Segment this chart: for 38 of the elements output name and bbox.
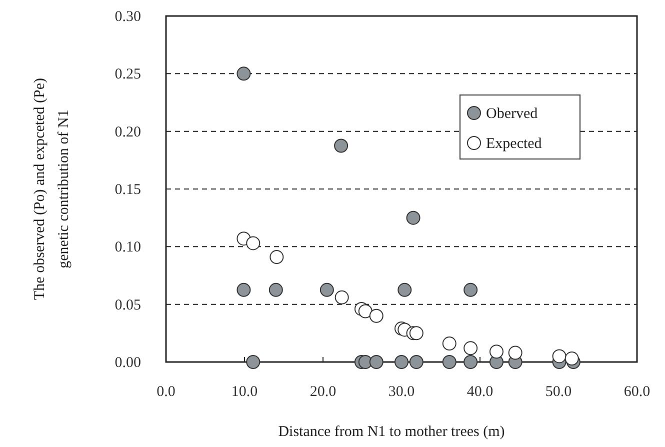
- x-tick-label: 10.0: [231, 384, 258, 400]
- y-tick-label: 0.20: [114, 124, 141, 140]
- x-tick-label: 60.0: [624, 384, 650, 400]
- point: [442, 355, 456, 369]
- y-axis-title: The observed (Po) and expceted (Pe) genetic contribution of N1: [32, 78, 72, 300]
- x-tick-label: 0.0: [156, 384, 176, 400]
- x-tick-label: 50.0: [545, 384, 572, 400]
- point: [246, 236, 260, 250]
- point: [236, 282, 251, 297]
- point: [406, 210, 420, 225]
- point: [464, 355, 478, 369]
- point: [508, 346, 522, 360]
- point: [398, 282, 412, 297]
- point: [552, 349, 566, 364]
- x-axis-title: Distance from N1 to mother trees (m): [278, 424, 505, 440]
- y-tick-label: 0.25: [114, 66, 141, 83]
- point: [369, 355, 384, 369]
- point: [334, 138, 348, 153]
- point: [409, 355, 424, 369]
- x-tick-label: 30.0: [388, 384, 415, 400]
- point: [394, 355, 408, 369]
- y-tick-label: 0.30: [114, 9, 141, 25]
- legend-label: Oberved: [486, 106, 538, 122]
- legend-label: Expected: [486, 136, 542, 152]
- point: [236, 66, 251, 81]
- point: [320, 282, 334, 297]
- y-tick-label: 0.15: [114, 182, 141, 198]
- y-tick-label: 0.00: [114, 355, 141, 371]
- y-tick-label: 0.05: [114, 297, 141, 314]
- y-tick-label: 0.10: [114, 240, 141, 256]
- point: [358, 304, 372, 318]
- x-tick-label: 40.0: [466, 384, 494, 400]
- point: [564, 352, 579, 366]
- point: [268, 282, 283, 297]
- point: [409, 326, 424, 340]
- point: [464, 282, 478, 297]
- x-tick-label: 20.0: [310, 384, 336, 400]
- point: [246, 355, 260, 369]
